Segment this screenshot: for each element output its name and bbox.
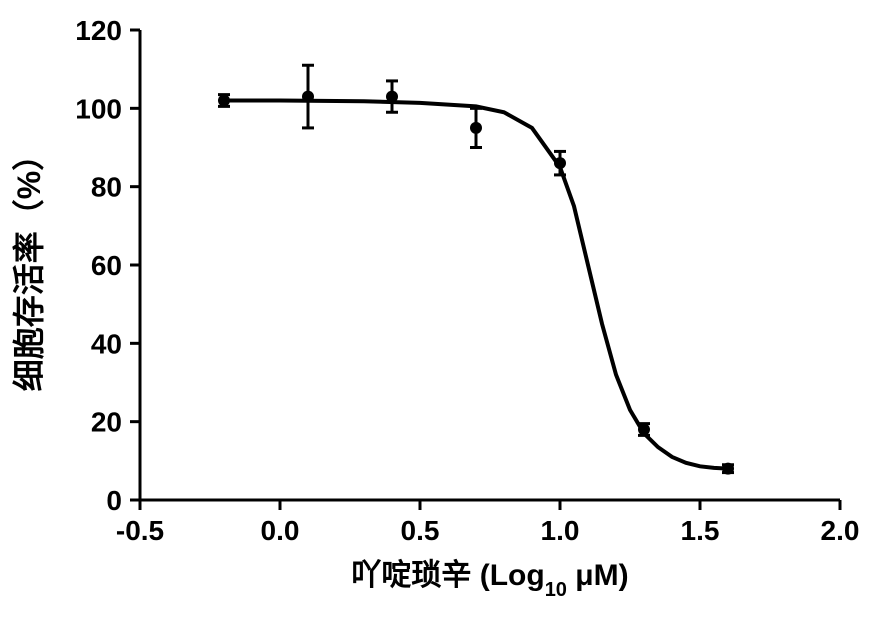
svg-text:80: 80: [91, 172, 122, 203]
svg-text:2.0: 2.0: [821, 515, 860, 546]
x-axis-title: 吖啶琐辛 (Log10 μM): [351, 558, 628, 601]
svg-text:1.5: 1.5: [681, 515, 720, 546]
dose-response-chart: -0.5 0.0 0.5 1.0 1.5 2.0 0 20 40 60 80 100 120 细胞存活率（…: [0, 0, 884, 635]
chart-svg: -0.5 0.0 0.5 1.0 1.5 2.0 0 20 40 60 80 100 120 细胞存活率（…: [0, 0, 884, 635]
svg-text:1.0: 1.0: [541, 515, 580, 546]
svg-text:0: 0: [106, 485, 122, 516]
svg-text:0.5: 0.5: [401, 515, 440, 546]
svg-text:20: 20: [91, 407, 122, 438]
svg-text:40: 40: [91, 328, 122, 359]
svg-text:-0.5: -0.5: [116, 515, 164, 546]
svg-text:100: 100: [75, 93, 122, 124]
svg-text:60: 60: [91, 250, 122, 281]
svg-text:0.0: 0.0: [261, 515, 300, 546]
y-axis-title: 细胞存活率（%）: [11, 139, 47, 391]
svg-text:120: 120: [75, 15, 122, 46]
